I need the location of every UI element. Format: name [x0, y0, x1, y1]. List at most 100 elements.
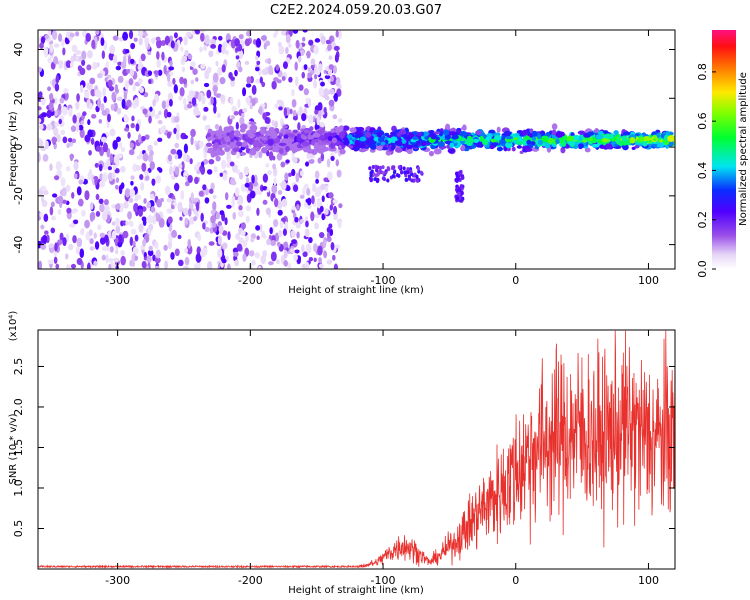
noise-pixel	[274, 197, 279, 208]
noise-pixel	[102, 87, 107, 97]
noise-pixel	[226, 204, 232, 209]
noise-pixel	[307, 72, 313, 79]
noise-pixel	[314, 222, 319, 230]
noise-pixel	[236, 151, 241, 159]
noise-pixel	[274, 30, 279, 36]
noise-pixel	[78, 198, 84, 207]
noise-pixel	[193, 207, 197, 216]
noise-pixel	[324, 208, 329, 216]
band-pixel	[348, 145, 354, 149]
noise-pixel	[305, 243, 312, 254]
band-pixel	[307, 147, 313, 154]
noise-pixel	[272, 219, 279, 228]
band-pixel	[608, 135, 614, 139]
streak-pixel	[459, 184, 464, 189]
noise-pixel	[305, 229, 310, 238]
noise-pixel	[98, 119, 103, 124]
band-pixel	[224, 136, 231, 143]
noise-pixel	[112, 54, 118, 64]
noise-pixel	[258, 106, 263, 115]
noise-pixel	[44, 230, 49, 235]
band-pixel	[400, 134, 407, 138]
noise-pixel	[333, 45, 340, 51]
band-pixel	[206, 132, 211, 138]
noise-pixel	[79, 248, 85, 259]
noise-pixel	[258, 151, 263, 159]
noise-pixel	[230, 76, 235, 81]
noise-pixel	[297, 55, 302, 63]
band-pixel	[618, 140, 623, 147]
noise-pixel	[105, 254, 109, 264]
noise-pixel	[285, 34, 291, 44]
noise-pixel	[269, 227, 273, 235]
noise-pixel	[251, 174, 255, 184]
streak-pixel	[406, 167, 410, 172]
noise-pixel	[142, 108, 148, 115]
noise-pixel	[328, 64, 334, 70]
spectrogram-image	[38, 30, 675, 269]
band-pixel	[555, 131, 564, 138]
noise-pixel	[51, 136, 58, 144]
band-pixel	[349, 127, 357, 133]
band-pixel	[339, 148, 346, 155]
snr-y-label: SNR (10 * v/v)	[8, 413, 19, 484]
noise-pixel	[66, 264, 71, 269]
snr-x-label: Height of straight line (km)	[288, 585, 424, 596]
noise-pixel	[206, 89, 212, 99]
band-pixel	[346, 134, 353, 139]
noise-pixel	[324, 185, 329, 193]
band-pixel	[356, 132, 364, 137]
band-pixel	[235, 141, 243, 147]
noise-pixel	[50, 227, 56, 234]
band-pixel	[531, 130, 538, 137]
noise-pixel	[98, 163, 103, 172]
noise-pixel	[75, 101, 80, 110]
noise-pixel	[148, 245, 153, 252]
band-pixel	[249, 124, 258, 132]
noise-pixel	[75, 246, 80, 255]
noise-pixel	[40, 185, 47, 191]
noise-pixel	[47, 259, 54, 265]
band-pixel	[438, 131, 444, 137]
noise-pixel	[278, 45, 285, 55]
streak-pixel	[371, 165, 375, 170]
noise-pixel	[197, 93, 202, 102]
figure-title: C2E2.2024.059.20.03.G07	[270, 3, 442, 18]
noise-pixel	[157, 137, 163, 143]
noise-pixel	[209, 188, 214, 194]
streak-pixel	[458, 171, 462, 176]
noise-pixel	[150, 205, 155, 213]
band-pixel	[384, 132, 390, 137]
noise-pixel	[210, 209, 215, 215]
noise-pixel	[167, 216, 173, 224]
colorbar-tick-label: 0.2	[696, 211, 709, 229]
noise-pixel	[206, 169, 213, 175]
noise-pixel	[336, 169, 342, 178]
noise-pixel	[292, 116, 298, 121]
streak-pixel	[455, 196, 460, 201]
band-pixel	[339, 125, 344, 131]
noise-pixel	[134, 234, 139, 242]
noise-pixel	[154, 256, 161, 264]
noise-pixel	[242, 108, 248, 113]
noise-pixel	[94, 241, 100, 250]
noise-pixel	[323, 250, 328, 259]
noise-pixel	[266, 187, 270, 193]
noise-pixel	[257, 190, 262, 196]
noise-pixel	[167, 92, 174, 102]
noise-pixel	[94, 162, 99, 168]
noise-pixel	[41, 112, 48, 118]
noise-pixel	[129, 236, 134, 247]
noise-pixel	[277, 209, 283, 216]
noise-pixel	[337, 118, 343, 123]
noise-pixel	[94, 175, 98, 186]
noise-pixel	[167, 80, 173, 88]
band-pixel	[567, 139, 576, 147]
noise-pixel	[195, 111, 201, 116]
noise-pixel	[134, 97, 139, 106]
x-tick-label: -300	[105, 574, 130, 587]
noise-pixel	[304, 161, 310, 167]
noise-pixel	[84, 90, 90, 99]
noise-pixel	[62, 136, 68, 144]
noise-pixel	[256, 60, 261, 65]
